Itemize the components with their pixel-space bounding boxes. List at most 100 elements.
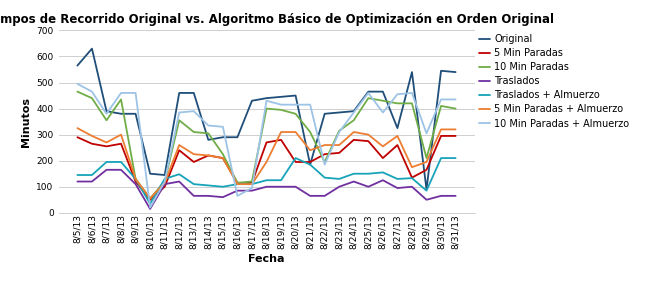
Original xyxy=(190,91,198,95)
Original xyxy=(248,99,256,102)
Traslados xyxy=(263,185,270,188)
10 Min Paradas + Almuerzo xyxy=(176,111,183,114)
Traslados xyxy=(204,194,212,198)
5 Min Paradas + Almuerzo xyxy=(365,133,372,136)
10 Min Paradas xyxy=(422,156,430,160)
Traslados xyxy=(393,186,401,190)
Traslados + Almuerzo xyxy=(204,184,212,187)
5 Min Paradas xyxy=(219,156,227,160)
5 Min Paradas + Almuerzo xyxy=(437,128,445,131)
5 Min Paradas + Almuerzo xyxy=(117,133,125,136)
Traslados xyxy=(132,182,140,186)
5 Min Paradas + Almuerzo xyxy=(263,160,270,164)
Traslados xyxy=(321,194,329,198)
10 Min Paradas + Almuerzo xyxy=(263,99,270,102)
Traslados xyxy=(88,180,96,183)
Original xyxy=(422,188,430,191)
Y-axis label: Minutos: Minutos xyxy=(21,97,31,147)
Traslados + Almuerzo xyxy=(408,176,416,180)
10 Min Paradas xyxy=(248,180,256,183)
5 Min Paradas + Almuerzo xyxy=(408,165,416,169)
Traslados xyxy=(350,180,358,183)
5 Min Paradas + Almuerzo xyxy=(146,197,154,200)
10 Min Paradas xyxy=(452,107,460,110)
Original xyxy=(117,112,125,116)
5 Min Paradas xyxy=(335,151,343,155)
5 Min Paradas xyxy=(437,134,445,138)
5 Min Paradas + Almuerzo xyxy=(176,143,183,147)
10 Min Paradas + Almuerzo xyxy=(422,132,430,135)
5 Min Paradas + Almuerzo xyxy=(161,181,168,185)
10 Min Paradas + Almuerzo xyxy=(379,111,387,114)
Original xyxy=(321,112,329,116)
5 Min Paradas + Almuerzo xyxy=(248,182,256,186)
Traslados + Almuerzo xyxy=(422,189,430,192)
Original xyxy=(306,163,314,166)
Line: 5 Min Paradas + Almuerzo: 5 Min Paradas + Almuerzo xyxy=(77,128,456,199)
5 Min Paradas + Almuerzo xyxy=(422,160,430,164)
Traslados xyxy=(335,185,343,188)
Traslados + Almuerzo xyxy=(350,172,358,175)
Traslados + Almuerzo xyxy=(393,177,401,181)
5 Min Paradas xyxy=(277,138,285,142)
5 Min Paradas + Almuerzo xyxy=(292,130,300,134)
10 Min Paradas + Almuerzo xyxy=(88,90,96,93)
Traslados xyxy=(73,180,81,183)
5 Min Paradas xyxy=(365,139,372,143)
Traslados + Almuerzo xyxy=(117,160,125,164)
10 Min Paradas xyxy=(103,119,111,122)
10 Min Paradas xyxy=(437,104,445,108)
Traslados + Almuerzo xyxy=(103,160,111,164)
Traslados xyxy=(146,207,154,211)
5 Min Paradas + Almuerzo xyxy=(277,130,285,134)
Original xyxy=(379,90,387,93)
Line: 5 Min Paradas: 5 Min Paradas xyxy=(77,136,456,200)
10 Min Paradas xyxy=(176,119,183,122)
10 Min Paradas xyxy=(408,102,416,105)
Traslados + Almuerzo xyxy=(321,176,329,179)
10 Min Paradas xyxy=(306,130,314,134)
Legend: Original, 5 Min Paradas, 10 Min Paradas, Traslados, Traslados + Almuerzo, 5 Min : Original, 5 Min Paradas, 10 Min Paradas,… xyxy=(478,34,629,129)
10 Min Paradas xyxy=(379,99,387,102)
Traslados xyxy=(176,180,183,183)
Original xyxy=(277,95,285,99)
Traslados + Almuerzo xyxy=(379,171,387,174)
Traslados + Almuerzo xyxy=(132,177,140,181)
5 Min Paradas + Almuerzo xyxy=(204,154,212,157)
10 Min Paradas + Almuerzo xyxy=(321,163,329,166)
10 Min Paradas xyxy=(321,160,329,164)
5 Min Paradas xyxy=(103,144,111,148)
Line: Traslados: Traslados xyxy=(77,170,456,209)
Traslados xyxy=(248,189,256,192)
10 Min Paradas + Almuerzo xyxy=(204,124,212,127)
Title: Tiempos de Recorrido Original vs. Algoritmo Básico de Optimización en Orden Orig: Tiempos de Recorrido Original vs. Algori… xyxy=(0,13,554,26)
10 Min Paradas + Almuerzo xyxy=(335,130,343,134)
Original xyxy=(335,111,343,114)
10 Min Paradas xyxy=(190,130,198,134)
10 Min Paradas + Almuerzo xyxy=(233,194,241,198)
10 Min Paradas xyxy=(132,177,140,181)
5 Min Paradas + Almuerzo xyxy=(379,144,387,148)
Original xyxy=(350,109,358,113)
10 Min Paradas + Almuerzo xyxy=(132,91,140,95)
Traslados + Almuerzo xyxy=(233,182,241,186)
Original xyxy=(437,69,445,73)
Traslados xyxy=(117,168,125,172)
Traslados + Almuerzo xyxy=(292,156,300,160)
Original xyxy=(132,112,140,116)
Original xyxy=(103,109,111,113)
Original xyxy=(204,138,212,142)
Line: 10 Min Paradas: 10 Min Paradas xyxy=(77,92,456,199)
5 Min Paradas xyxy=(176,148,183,152)
X-axis label: Fecha: Fecha xyxy=(248,254,285,264)
Original xyxy=(219,135,227,139)
Original xyxy=(393,126,401,130)
5 Min Paradas + Almuerzo xyxy=(219,156,227,160)
Traslados + Almuerzo xyxy=(219,185,227,188)
Traslados xyxy=(277,185,285,188)
5 Min Paradas + Almuerzo xyxy=(335,143,343,147)
5 Min Paradas + Almuerzo xyxy=(452,128,460,131)
5 Min Paradas + Almuerzo xyxy=(306,148,314,152)
Traslados xyxy=(292,185,300,188)
5 Min Paradas + Almuerzo xyxy=(350,130,358,134)
